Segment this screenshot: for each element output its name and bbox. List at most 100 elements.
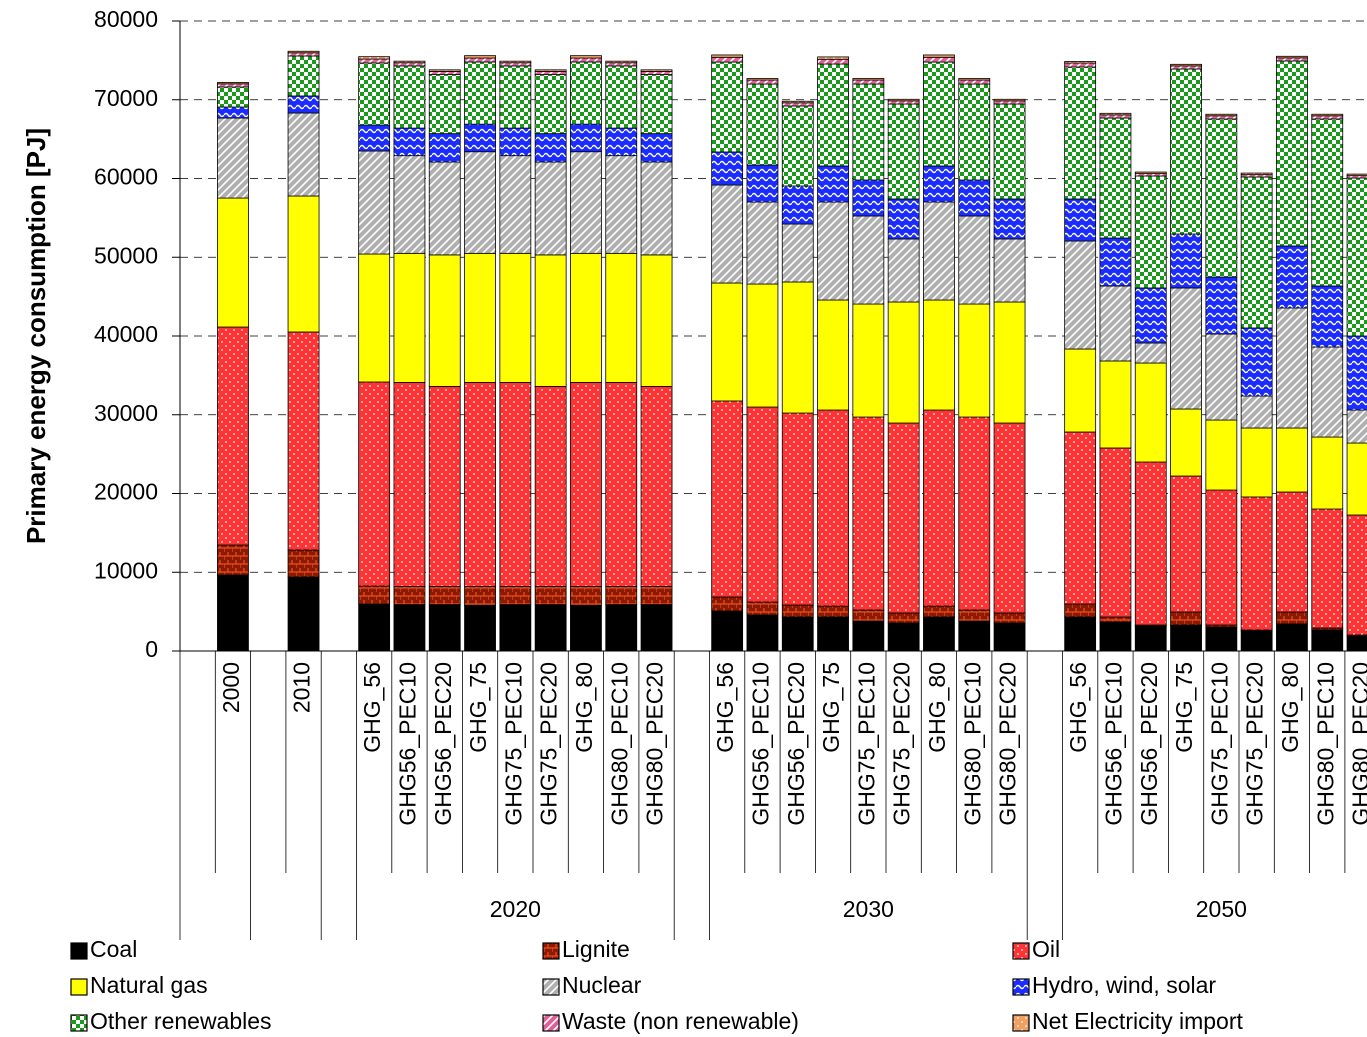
x-tick-label: GHG80_PEC20 <box>1348 662 1367 826</box>
bar-segment <box>1134 625 1167 652</box>
bar-segment <box>640 133 673 163</box>
legend-label: Lignite <box>562 936 630 962</box>
bar-segment <box>358 124 391 152</box>
bar-segment <box>499 60 532 64</box>
bar-segment <box>1134 342 1167 364</box>
legend-swatch <box>1012 1014 1030 1032</box>
bar-segment <box>287 95 320 114</box>
y-axis-title: Primary energy consumption [PJ] <box>21 128 51 544</box>
bar-segment <box>1205 489 1238 626</box>
bar-segment <box>1099 114 1132 119</box>
bar-segment <box>393 60 426 64</box>
bar-segment <box>958 303 991 418</box>
bar-segment <box>499 127 532 157</box>
bar-segment <box>217 197 249 328</box>
bar-segment <box>287 331 320 551</box>
bar-segment <box>605 604 638 652</box>
bar-segment <box>393 155 426 254</box>
group-label: 2030 <box>843 896 894 922</box>
bar-segment <box>499 586 532 605</box>
bar-segment <box>1170 287 1202 410</box>
bar-segment <box>817 58 849 65</box>
bar-segment <box>958 83 991 181</box>
bar-segment <box>287 112 320 197</box>
bar-segment <box>958 179 991 217</box>
bar-segment <box>1346 514 1367 636</box>
bar-segment <box>993 198 1026 240</box>
bar-segment <box>817 165 849 203</box>
bar-segment <box>1276 623 1308 652</box>
bar-segment <box>464 604 496 652</box>
bar-segment <box>605 252 638 383</box>
bar-segment <box>1099 237 1132 287</box>
bar-segment <box>640 254 673 387</box>
bar-segment <box>1170 63 1202 67</box>
bar-segment <box>817 56 849 60</box>
bar-segment <box>1170 65 1202 70</box>
bar-segment <box>1240 496 1273 631</box>
bar-segment <box>1276 245 1308 309</box>
legend-label: Waste (non renewable) <box>562 1008 799 1034</box>
bar-segment <box>605 65 638 129</box>
bar-segment <box>570 123 602 153</box>
bar-segment <box>817 409 849 607</box>
bar-segment <box>358 603 391 652</box>
x-tick-label: GHG75_PEC20 <box>536 662 562 826</box>
x-tick-label: GHG80_PEC20 <box>642 662 668 826</box>
x-tick-label: GHG56_PEC20 <box>430 662 456 826</box>
bar-segment <box>358 56 391 60</box>
bar-segment <box>358 381 391 587</box>
bar-segment <box>1276 491 1308 613</box>
bar-segment <box>746 406 779 603</box>
bar-segment <box>534 71 567 75</box>
bar-segment <box>287 50 320 54</box>
x-tick-label: GHG75_PEC20 <box>1242 662 1268 826</box>
legend-swatch <box>542 978 560 996</box>
bar-segment <box>464 55 496 59</box>
bar-segment <box>781 102 814 107</box>
bar-segment <box>817 299 849 411</box>
bar-segment <box>852 179 885 217</box>
bar-segment <box>887 612 920 624</box>
bar-segment <box>1099 621 1132 652</box>
x-tick-label: GHG_56 <box>712 662 738 753</box>
x-tick-label: GHG56_PEC10 <box>748 662 774 826</box>
bar-segment <box>1240 630 1273 652</box>
bar-segment <box>1276 611 1308 625</box>
bar-segment <box>358 253 391 383</box>
bar-segment <box>1205 113 1238 117</box>
bar-segment <box>428 133 461 163</box>
bar-segment <box>993 100 1026 105</box>
x-tick-label: 2000 <box>218 662 244 713</box>
bar-segment <box>852 620 885 652</box>
bar-segment <box>393 65 426 129</box>
bar-segment <box>428 385 461 587</box>
bar-segment <box>746 601 779 616</box>
legend-label: Other renewables <box>90 1008 272 1034</box>
bar-segment <box>1170 475 1202 613</box>
bar-segment <box>570 55 602 59</box>
bar-segment <box>1240 176 1273 329</box>
bar-segment <box>428 604 461 652</box>
bar-segment <box>887 622 920 652</box>
bar-segment <box>605 62 638 67</box>
bar-segment <box>464 151 496 254</box>
bar-segment <box>393 252 426 383</box>
bar-segment <box>1170 68 1202 235</box>
bar-segment <box>640 74 673 135</box>
bar-segment <box>746 79 779 85</box>
bar-segment <box>1276 55 1308 59</box>
bar-segment <box>464 382 496 587</box>
bar-segment <box>605 586 638 605</box>
y-tick-label: 70000 <box>94 85 158 111</box>
bar-segment <box>1170 408 1202 477</box>
bar-segment <box>923 616 955 652</box>
x-tick-label: GHG_75 <box>465 662 491 753</box>
legend-label: Net Electricity import <box>1032 1008 1243 1034</box>
bar-segment <box>781 604 814 618</box>
bar-segment <box>428 71 461 75</box>
bar-segment <box>570 252 602 383</box>
bar-segment <box>1346 442 1367 516</box>
